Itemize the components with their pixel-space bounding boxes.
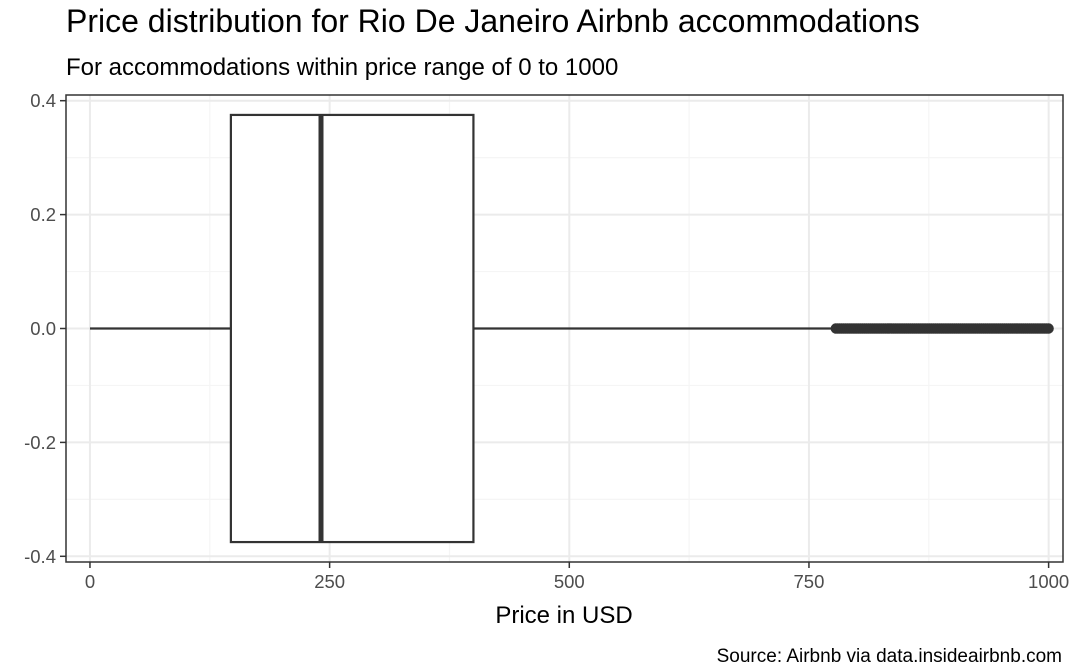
- x-tick-label: 500: [554, 571, 585, 592]
- iqr-box: [229, 113, 475, 544]
- x-axis: 0 250 500 750 1000: [85, 562, 1069, 592]
- outlier-point: [1043, 323, 1054, 334]
- box-plot: [89, 113, 1054, 544]
- chart-title: Price distribution for Rio De Janeiro Ai…: [66, 3, 920, 39]
- y-tick-label: -0.4: [24, 546, 56, 567]
- x-axis-title: Price in USD: [495, 602, 632, 629]
- y-tick-label: 0.0: [30, 318, 56, 339]
- x-tick-label: 1000: [1028, 571, 1069, 592]
- x-tick-label: 0: [85, 571, 95, 592]
- chart-caption: Source: Airbnb via data.insideairbnb.com: [717, 646, 1062, 667]
- y-axis: -0.4 -0.2 0.0 0.2 0.4: [24, 90, 66, 567]
- y-tick-label: 0.2: [30, 204, 56, 225]
- chart-subtitle: For accommodations within price range of…: [66, 54, 618, 81]
- x-tick-label: 250: [314, 571, 345, 592]
- y-tick-label: -0.2: [24, 432, 56, 453]
- y-tick-label: 0.4: [30, 90, 56, 111]
- x-tick-label: 750: [794, 571, 825, 592]
- outlier-points: [830, 323, 1054, 334]
